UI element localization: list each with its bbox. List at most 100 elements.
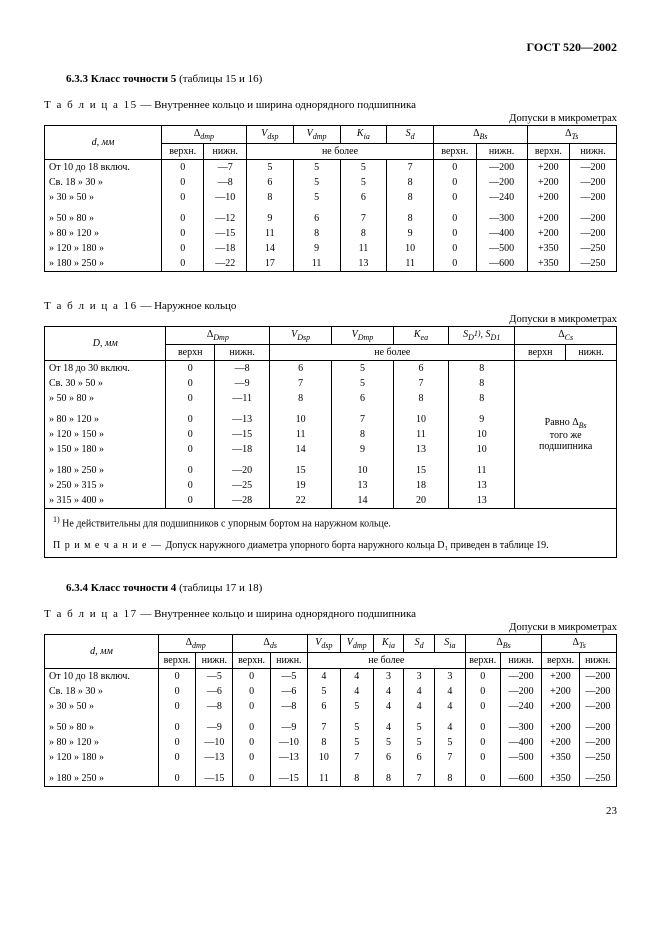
cell: 0 [158, 669, 195, 685]
sec633-suffix: (таблицы 15 и 16) [179, 73, 262, 85]
cell: 5 [404, 735, 435, 750]
cell: +200 [527, 211, 570, 226]
table-row: » 80 » 120 »0—100—10855550—400+200—200 [45, 735, 617, 750]
table-row: От 18 до 30 включ.0—86568Равно ΔBsтого ж… [45, 361, 617, 377]
cell: 8 [393, 391, 448, 406]
s: ia [364, 132, 370, 141]
s: Ts [572, 132, 579, 141]
cell: 8 [387, 190, 434, 205]
cell: » 80 » 120 » [45, 226, 162, 241]
cell: 8 [387, 175, 434, 190]
cell: 6 [332, 391, 394, 406]
cell: » 80 » 120 » [45, 735, 159, 750]
cell: 0 [158, 750, 195, 765]
cell: 13 [449, 478, 515, 493]
t17-l4: нижн. [579, 653, 616, 669]
s: ds [270, 641, 277, 650]
cell: 5 [373, 735, 404, 750]
t16-f1-pre: 1) [53, 515, 60, 524]
cell: —25 [215, 478, 270, 493]
table-row: » 30 » 50 »0—1085680—240+200—200 [45, 190, 617, 205]
cell: 9 [246, 211, 293, 226]
cell: 7 [404, 771, 435, 787]
cell: От 10 до 18 включ. [45, 669, 159, 685]
t16-h-D: D, мм [45, 327, 166, 361]
cell: +200 [542, 669, 579, 685]
cell: 0 [161, 190, 204, 205]
cell: 7 [393, 376, 448, 391]
table-row: » 180 » 250 »0—22171113110—600+350—250 [45, 256, 617, 272]
table-16: D, мм ΔDmp VDsp VDmp Kea SD1), SD1 ΔCs в… [44, 326, 617, 558]
cell: 5 [246, 160, 293, 176]
cell: —13 [196, 750, 233, 765]
cell: —18 [204, 241, 247, 256]
cell: —6 [196, 684, 233, 699]
t16-h-Dmp: ΔDmp [166, 327, 270, 345]
cell: —8 [204, 175, 247, 190]
cell: 0 [161, 226, 204, 241]
cell: 7 [307, 720, 340, 735]
cell: 4 [435, 720, 466, 735]
cell: —10 [204, 190, 247, 205]
cell: —6 [270, 684, 307, 699]
cell: 0 [233, 750, 270, 765]
t15-h-vdmp: Vdmp [293, 126, 340, 144]
sec633-title: Класс точности 5 [91, 73, 177, 85]
sec634-suffix: (таблицы 17 и 18) [179, 582, 262, 594]
sec634-title: Класс точности 4 [91, 582, 177, 594]
cell: 13 [393, 442, 448, 457]
t15-h-d-txt: d, мм [92, 137, 115, 148]
t15-caption-pre: Т а б л и ц а 15 [44, 99, 138, 111]
t17-h-ds: Δds [233, 635, 308, 653]
cell: 5 [340, 720, 373, 735]
t16-f2-pre: П р и м е ч а н и е — [53, 540, 165, 551]
cell: 7 [340, 750, 373, 765]
cell: 13 [332, 478, 394, 493]
doc-header: ГОСТ 520—2002 [44, 40, 617, 55]
cell: 11 [293, 256, 340, 272]
t16-h-Cs: ΔCs [515, 327, 617, 345]
s: dmp [353, 641, 367, 650]
cell: —200 [570, 190, 617, 205]
cell: —200 [579, 699, 616, 714]
cell: 6 [373, 750, 404, 765]
cell: 4 [307, 669, 340, 685]
cell: 0 [166, 463, 215, 478]
cell: 11 [340, 241, 387, 256]
cell: —8 [270, 699, 307, 714]
t15-h-dbs: ΔBs [434, 126, 528, 144]
cell: 5 [340, 735, 373, 750]
cell: 4 [340, 684, 373, 699]
cell: —10 [196, 735, 233, 750]
cell: 9 [332, 442, 394, 457]
t17-h-sd: Sd [404, 635, 435, 653]
cell: 5 [435, 735, 466, 750]
cell: 11 [393, 427, 448, 442]
cell: —9 [270, 720, 307, 735]
table-row: » 180 » 250 »0—150—151188780—600+350—250 [45, 771, 617, 787]
l: K [357, 128, 364, 139]
t16-l2: нижн. [566, 345, 617, 361]
cell: 10 [393, 412, 448, 427]
t16-caption: Т а б л и ц а 16 — Наружное кольцо [44, 300, 617, 312]
s: Cs [565, 333, 573, 342]
cell: 8 [340, 771, 373, 787]
cell: 19 [270, 478, 332, 493]
cell: —15 [204, 226, 247, 241]
t15-caption: Т а б л и ц а 15 — Внутреннее кольцо и ш… [44, 99, 617, 111]
cell: —13 [270, 750, 307, 765]
table-row: От 10 до 18 включ.0—50—5443330—200+200—2… [45, 669, 617, 685]
cell: —20 [215, 463, 270, 478]
cell: » 50 » 80 » [45, 720, 159, 735]
cell: —5 [196, 669, 233, 685]
table-row: Св. 18 » 30 »0—865580—200+200—200 [45, 175, 617, 190]
cell: 5 [404, 720, 435, 735]
cell: 8 [449, 361, 515, 377]
t17-h-sia: Sia [435, 635, 466, 653]
t17-nb: не более [307, 653, 465, 669]
cell: +350 [542, 750, 579, 765]
s: Bs [503, 641, 511, 650]
cell: 0 [434, 160, 477, 176]
cell: —18 [215, 442, 270, 457]
cell: 15 [393, 463, 448, 478]
